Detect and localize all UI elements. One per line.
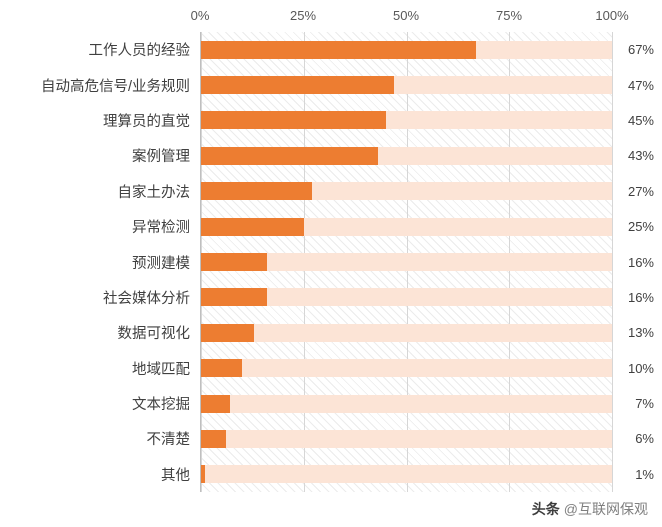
watermark: 头条 @互联网保观	[532, 499, 648, 519]
gridline	[612, 32, 613, 493]
bar-row	[201, 280, 612, 315]
value-label: 45%	[627, 112, 654, 128]
bar-row	[201, 386, 612, 421]
bar-fill	[201, 323, 255, 342]
plot-area	[200, 32, 613, 493]
x-tick: 0%	[190, 8, 210, 23]
bar-fill	[201, 429, 226, 448]
bar-row	[201, 174, 612, 209]
value-label: 16%	[627, 254, 654, 270]
value-label: 10%	[627, 360, 654, 376]
category-label: 数据可视化	[117, 326, 191, 343]
bar-track	[201, 359, 612, 378]
category-label: 工作人员的经验	[88, 43, 191, 60]
bar-track	[201, 217, 612, 236]
bar-fill	[201, 111, 386, 130]
x-tick: 100%	[595, 8, 629, 23]
bar-track	[201, 429, 612, 448]
axis-label-spacer	[8, 6, 200, 32]
bar-row	[201, 67, 612, 102]
bar-fill	[201, 359, 243, 378]
bar-row	[201, 138, 612, 173]
category-label: 文本挖掘	[132, 397, 190, 414]
bar-row	[201, 32, 612, 67]
bar-row	[201, 315, 612, 350]
value-label: 27%	[627, 183, 654, 199]
x-axis: 0% 25% 50% 75% 100%	[191, 6, 629, 32]
value-label: 6%	[635, 431, 654, 447]
bar-track	[201, 288, 612, 307]
value-labels: 67% 47% 45% 43% 27% 25% 16% 16% 13% 10% 7% 6% 1%	[612, 32, 656, 492]
bar-fill	[201, 288, 267, 307]
category-label: 自动高危信号/业务规则	[40, 78, 190, 95]
bar-row	[201, 244, 612, 279]
category-label: 自家土办法	[117, 184, 191, 201]
x-tick: 25%	[289, 8, 317, 23]
value-label: 43%	[627, 148, 654, 164]
bar-fill	[201, 394, 230, 413]
bar-fill	[201, 40, 477, 59]
bar-track	[201, 76, 612, 95]
value-label: 1%	[635, 466, 654, 482]
value-label: 16%	[627, 289, 654, 305]
category-label: 地域匹配	[132, 361, 190, 378]
bar-row	[201, 209, 612, 244]
bar-row	[201, 457, 612, 492]
bar-track	[201, 323, 612, 342]
category-label: 社会媒体分析	[103, 290, 190, 307]
bar-fill	[201, 465, 206, 484]
category-label: 其他	[161, 467, 190, 484]
category-label: 预测建模	[132, 255, 190, 272]
bar-track	[201, 146, 612, 165]
bar-row	[201, 351, 612, 386]
bar-track	[201, 253, 612, 272]
bar-track	[201, 111, 612, 130]
x-tick: 50%	[392, 8, 420, 23]
bar-fill	[201, 182, 312, 201]
bar-track	[201, 394, 612, 413]
value-label: 7%	[635, 396, 654, 412]
bar-track	[201, 465, 612, 484]
category-label: 异常检测	[132, 220, 190, 237]
watermark-handle: @互联网保观	[563, 501, 648, 517]
category-label: 理算员的直觉	[103, 113, 190, 130]
watermark-brand: 头条	[531, 501, 560, 517]
bar-fill	[201, 76, 395, 95]
bar-fill	[201, 253, 267, 272]
category-label: 不清楚	[146, 432, 191, 449]
chart-body: 工作人员的经验自动高危信号/业务规则理算员的直觉案例管理自家土办法异常检测预测建…	[8, 32, 656, 493]
bar-row	[201, 103, 612, 138]
value-label: 13%	[627, 325, 654, 341]
bar-fill	[201, 146, 378, 165]
bar-chart: 0% 25% 50% 75% 100% 工作人员的经验自动高危信号/业务规则理算员的直觉…	[8, 6, 656, 493]
value-label: 67%	[627, 42, 654, 58]
value-label: 47%	[627, 77, 654, 93]
x-tick: 75%	[495, 8, 523, 23]
value-label: 25%	[627, 219, 654, 235]
bar-track	[201, 182, 612, 201]
x-axis-row: 0% 25% 50% 75% 100%	[8, 6, 656, 32]
category-axis: 工作人员的经验自动高危信号/业务规则理算员的直觉案例管理自家土办法异常检测预测建…	[8, 32, 200, 492]
bar-track	[201, 40, 612, 59]
bar-fill	[201, 217, 304, 236]
category-label: 案例管理	[132, 149, 190, 166]
bar-row	[201, 421, 612, 456]
